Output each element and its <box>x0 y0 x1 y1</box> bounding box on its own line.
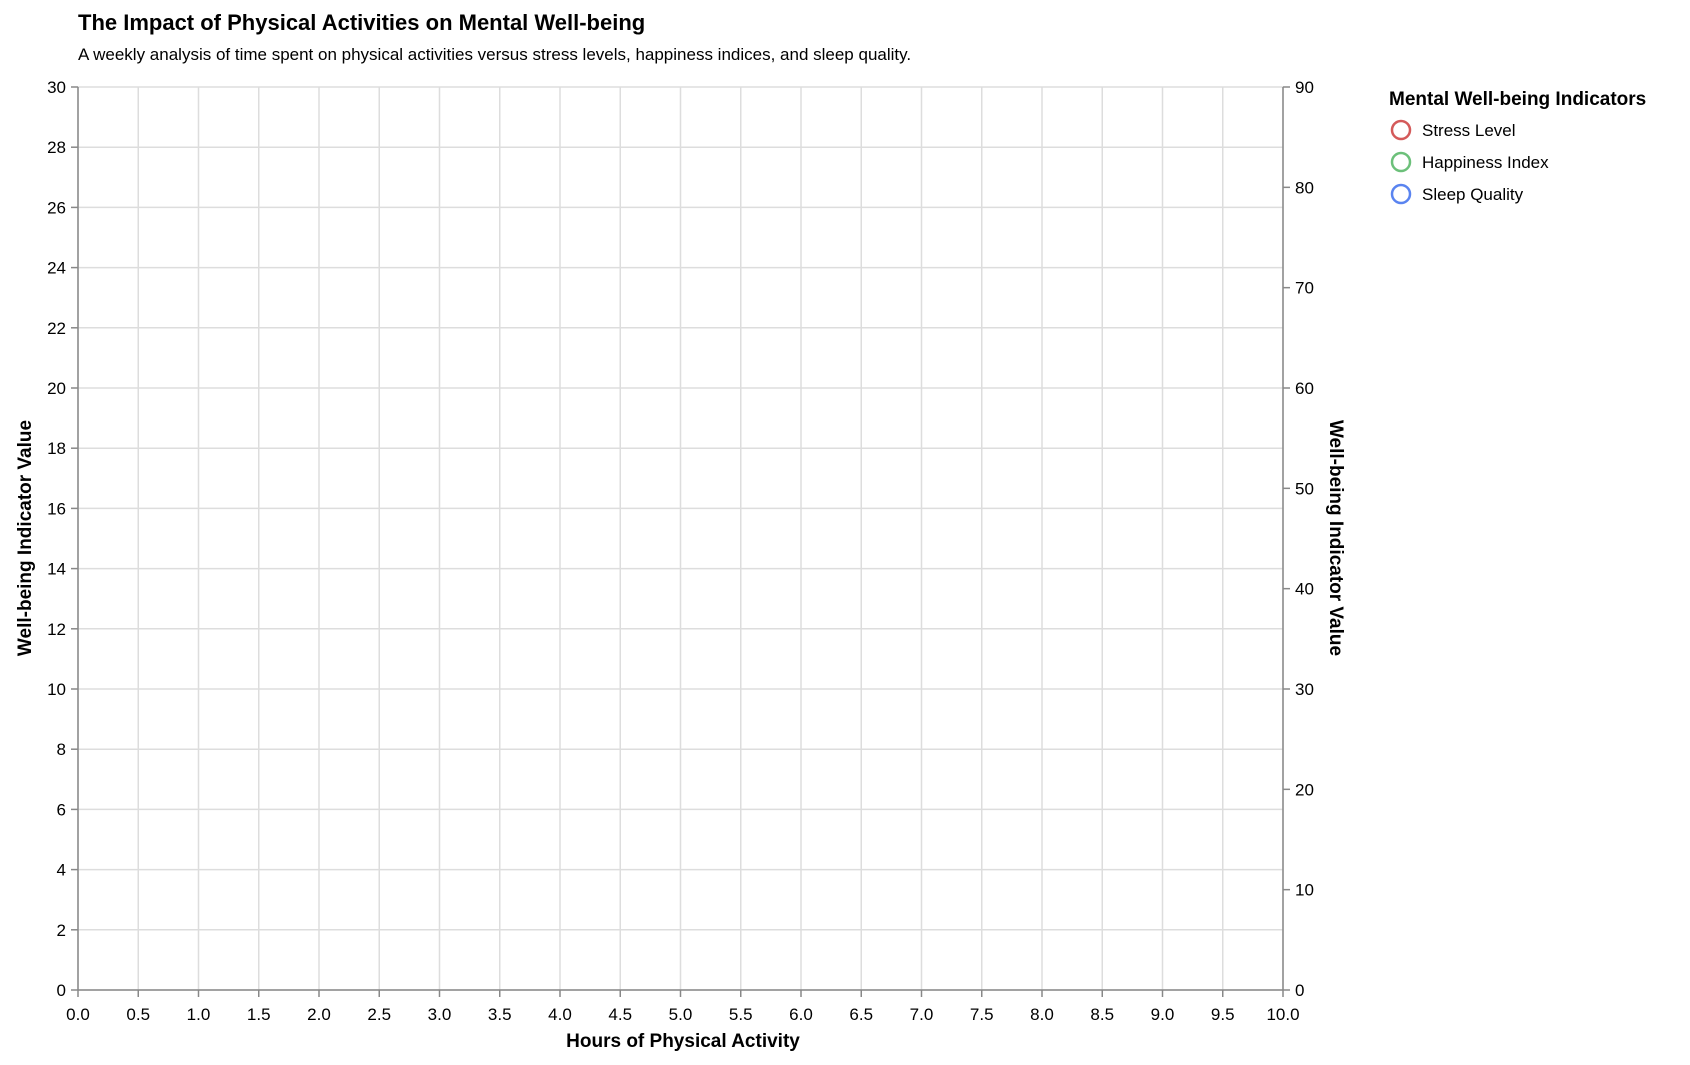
y-right-tick-label: 90 <box>1295 78 1314 97</box>
y-left-tick-label: 30 <box>47 78 66 97</box>
legend-label-happiness-index: Happiness Index <box>1422 153 1549 172</box>
x-tick-label: 5.0 <box>669 1005 693 1024</box>
x-tick-label: 0.5 <box>126 1005 150 1024</box>
x-tick-label: 10.0 <box>1266 1005 1299 1024</box>
legend-label-sleep-quality: Sleep Quality <box>1422 185 1524 204</box>
legend-item-sleep-quality[interactable]: Sleep Quality <box>1390 183 1524 205</box>
y-left-tick-label: 26 <box>47 198 66 217</box>
y-left-tick-label: 12 <box>47 620 66 639</box>
x-tick-label: 3.0 <box>428 1005 452 1024</box>
legend-title: Mental Well-being Indicators <box>1389 89 1646 110</box>
y-left-tick-label: 14 <box>47 560 66 579</box>
x-tick-label: 9.5 <box>1211 1005 1235 1024</box>
x-tick-label: 0.0 <box>66 1005 90 1024</box>
x-tick-label: 5.5 <box>729 1005 753 1024</box>
y-axis-right-title: Well-being Indicator Value <box>1325 420 1346 656</box>
x-tick-label: 2.5 <box>367 1005 391 1024</box>
x-tick-label: 7.5 <box>970 1005 994 1024</box>
y-left-tick-label: 22 <box>47 319 66 338</box>
legend-label-stress-level: Stress Level <box>1422 121 1516 140</box>
legend-symbol-sleep-quality <box>1390 183 1412 205</box>
y-right-tick-label: 70 <box>1295 279 1314 298</box>
axes: 0.0 0.5 1.0 1.5 2.0 2.5 3.0 3.5 4.0 4.5 5.0 5.5 6.0 6… <box>47 78 1314 1024</box>
x-tick-label: 2.0 <box>307 1005 331 1024</box>
x-axis-title: Hours of Physical Activity <box>566 1031 800 1052</box>
y-right-tick-label: 60 <box>1295 379 1314 398</box>
legend: Mental Well-being Indicators Stress Leve… <box>1389 89 1646 205</box>
x-tick-label: 3.5 <box>488 1005 512 1024</box>
legend-symbol-happiness-index <box>1390 151 1412 173</box>
legend-item-happiness-index[interactable]: Happiness Index <box>1390 151 1549 173</box>
y-right-tick-label: 30 <box>1295 680 1314 699</box>
x-tick-label: 7.0 <box>910 1005 934 1024</box>
chart-subtitle: A weekly analysis of time spent on physi… <box>78 45 911 64</box>
x-tick-label: 4.5 <box>608 1005 632 1024</box>
y-right-tick-label: 40 <box>1295 580 1314 599</box>
y-left-tick-label: 16 <box>47 499 66 518</box>
y-left-tick-label: 28 <box>47 138 66 157</box>
y-right-tick-label: 20 <box>1295 780 1314 799</box>
y-left-tick-label: 2 <box>57 921 66 940</box>
x-tick-label: 4.0 <box>548 1005 572 1024</box>
y-right-tick-label: 50 <box>1295 479 1314 498</box>
y-right-tick-label: 0 <box>1295 981 1304 1000</box>
x-tick-label: 6.0 <box>789 1005 813 1024</box>
x-tick-label: 1.0 <box>187 1005 211 1024</box>
y-left-tick-label: 18 <box>47 439 66 458</box>
y-left-tick-label: 0 <box>57 981 66 1000</box>
x-tick-label: 8.5 <box>1090 1005 1114 1024</box>
y-left-tick-label: 4 <box>57 861 66 880</box>
legend-symbol-stress-level <box>1390 119 1412 141</box>
y-left-tick-label: 24 <box>47 259 66 278</box>
y-left-tick-label: 8 <box>57 740 66 759</box>
x-tick-label: 6.5 <box>849 1005 873 1024</box>
y-left-tick-label: 20 <box>47 379 66 398</box>
y-axis-left-title: Well-being Indicator Value <box>15 420 36 656</box>
legend-item-stress-level[interactable]: Stress Level <box>1390 119 1516 141</box>
y-right-tick-label: 80 <box>1295 178 1314 197</box>
x-tick-label: 8.0 <box>1030 1005 1054 1024</box>
y-left-tick-label: 10 <box>47 680 66 699</box>
x-tick-label: 1.5 <box>247 1005 271 1024</box>
chart-title: The Impact of Physical Activities on Men… <box>78 10 645 35</box>
x-tick-label: 9.0 <box>1151 1005 1175 1024</box>
grid-lines <box>77 86 1284 991</box>
y-left-tick-label: 6 <box>57 800 66 819</box>
y-right-tick-label: 10 <box>1295 881 1314 900</box>
